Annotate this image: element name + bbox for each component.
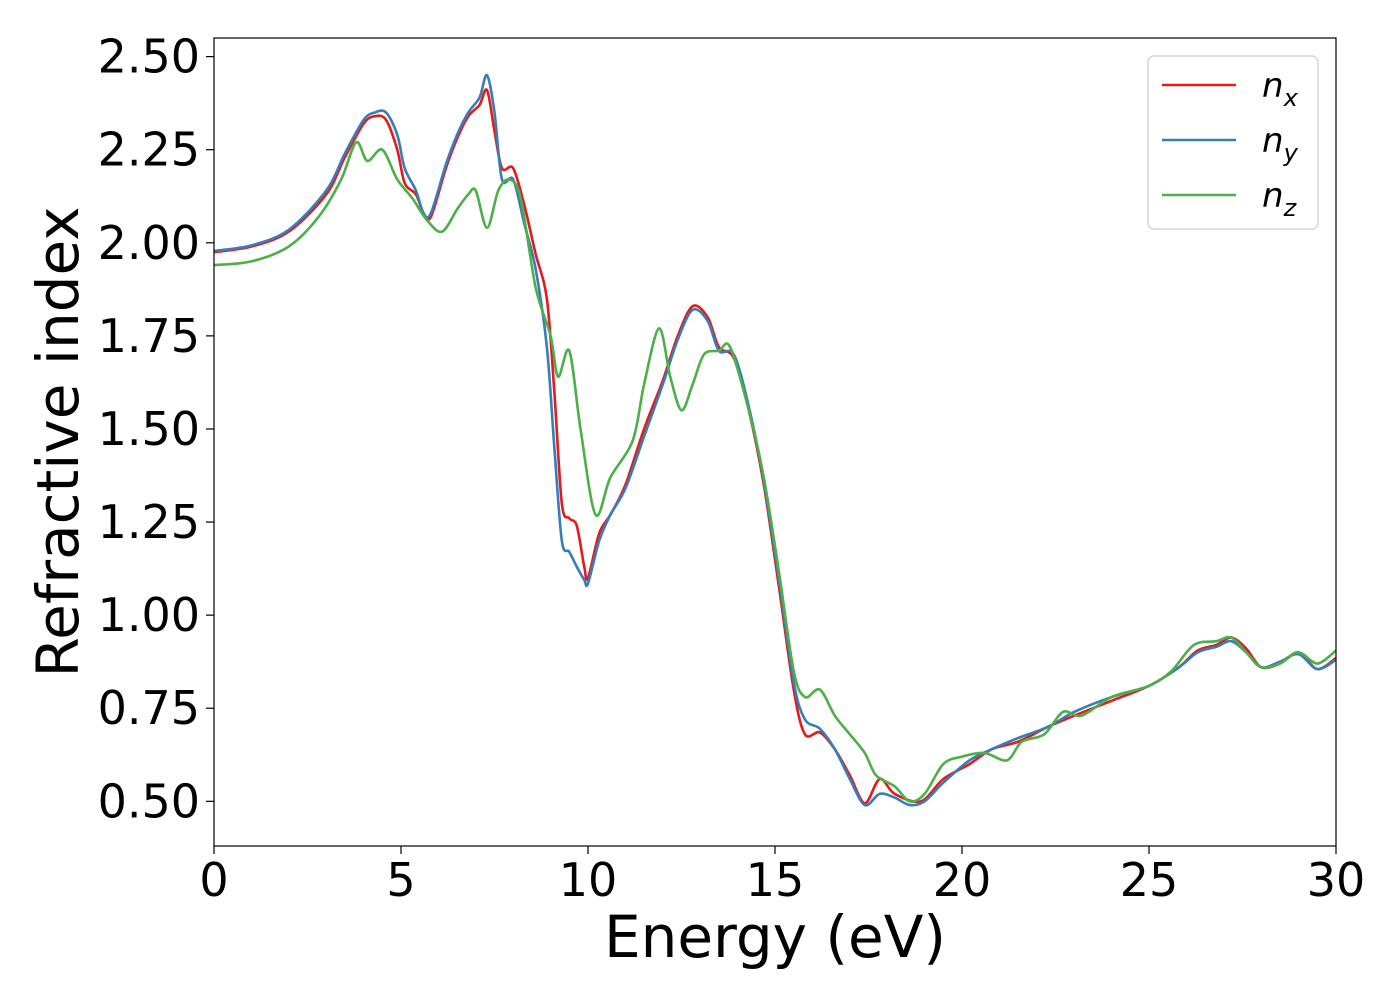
x-axis-title: Energy (eV)	[604, 903, 946, 971]
series-line-n-y	[214, 73, 1336, 807]
x-axis-ticks: 0 5 10 15 20 25 30	[199, 846, 1365, 907]
y-tick-label: 2.00	[98, 216, 200, 270]
y-tick-label: 0.50	[98, 774, 200, 828]
legend-label-n-x: nx	[1262, 66, 1299, 112]
y-tick-label: 1.25	[98, 495, 200, 549]
x-tick-label: 25	[1120, 853, 1179, 907]
y-axis-ticks: 0.50 0.75 1.00 1.25 1.50 1.75 2.00 2.25 2.50	[98, 30, 214, 828]
x-tick-label: 30	[1307, 853, 1366, 907]
legend-box	[1147, 55, 1319, 230]
y-tick-label: 2.50	[98, 30, 200, 84]
series-line-n-z	[214, 140, 1336, 803]
y-tick-label: 1.50	[98, 402, 200, 456]
x-tick-label: 10	[559, 853, 618, 907]
y-axis-title: Refractive index	[24, 206, 92, 677]
y-tick-label: 2.25	[98, 123, 200, 177]
plot-series-group	[214, 73, 1336, 807]
x-tick-label: 15	[746, 853, 805, 907]
legend-label-n-y: ny	[1262, 121, 1299, 167]
x-tick-label: 0	[199, 853, 228, 907]
y-tick-label: 0.75	[98, 681, 200, 735]
legend: nx ny nz	[1147, 55, 1319, 230]
legend-label-n-z: nz	[1262, 176, 1298, 222]
y-tick-label: 1.00	[98, 588, 200, 642]
x-tick-label: 20	[933, 853, 992, 907]
x-tick-label: 5	[386, 853, 415, 907]
y-tick-label: 1.75	[98, 309, 200, 363]
